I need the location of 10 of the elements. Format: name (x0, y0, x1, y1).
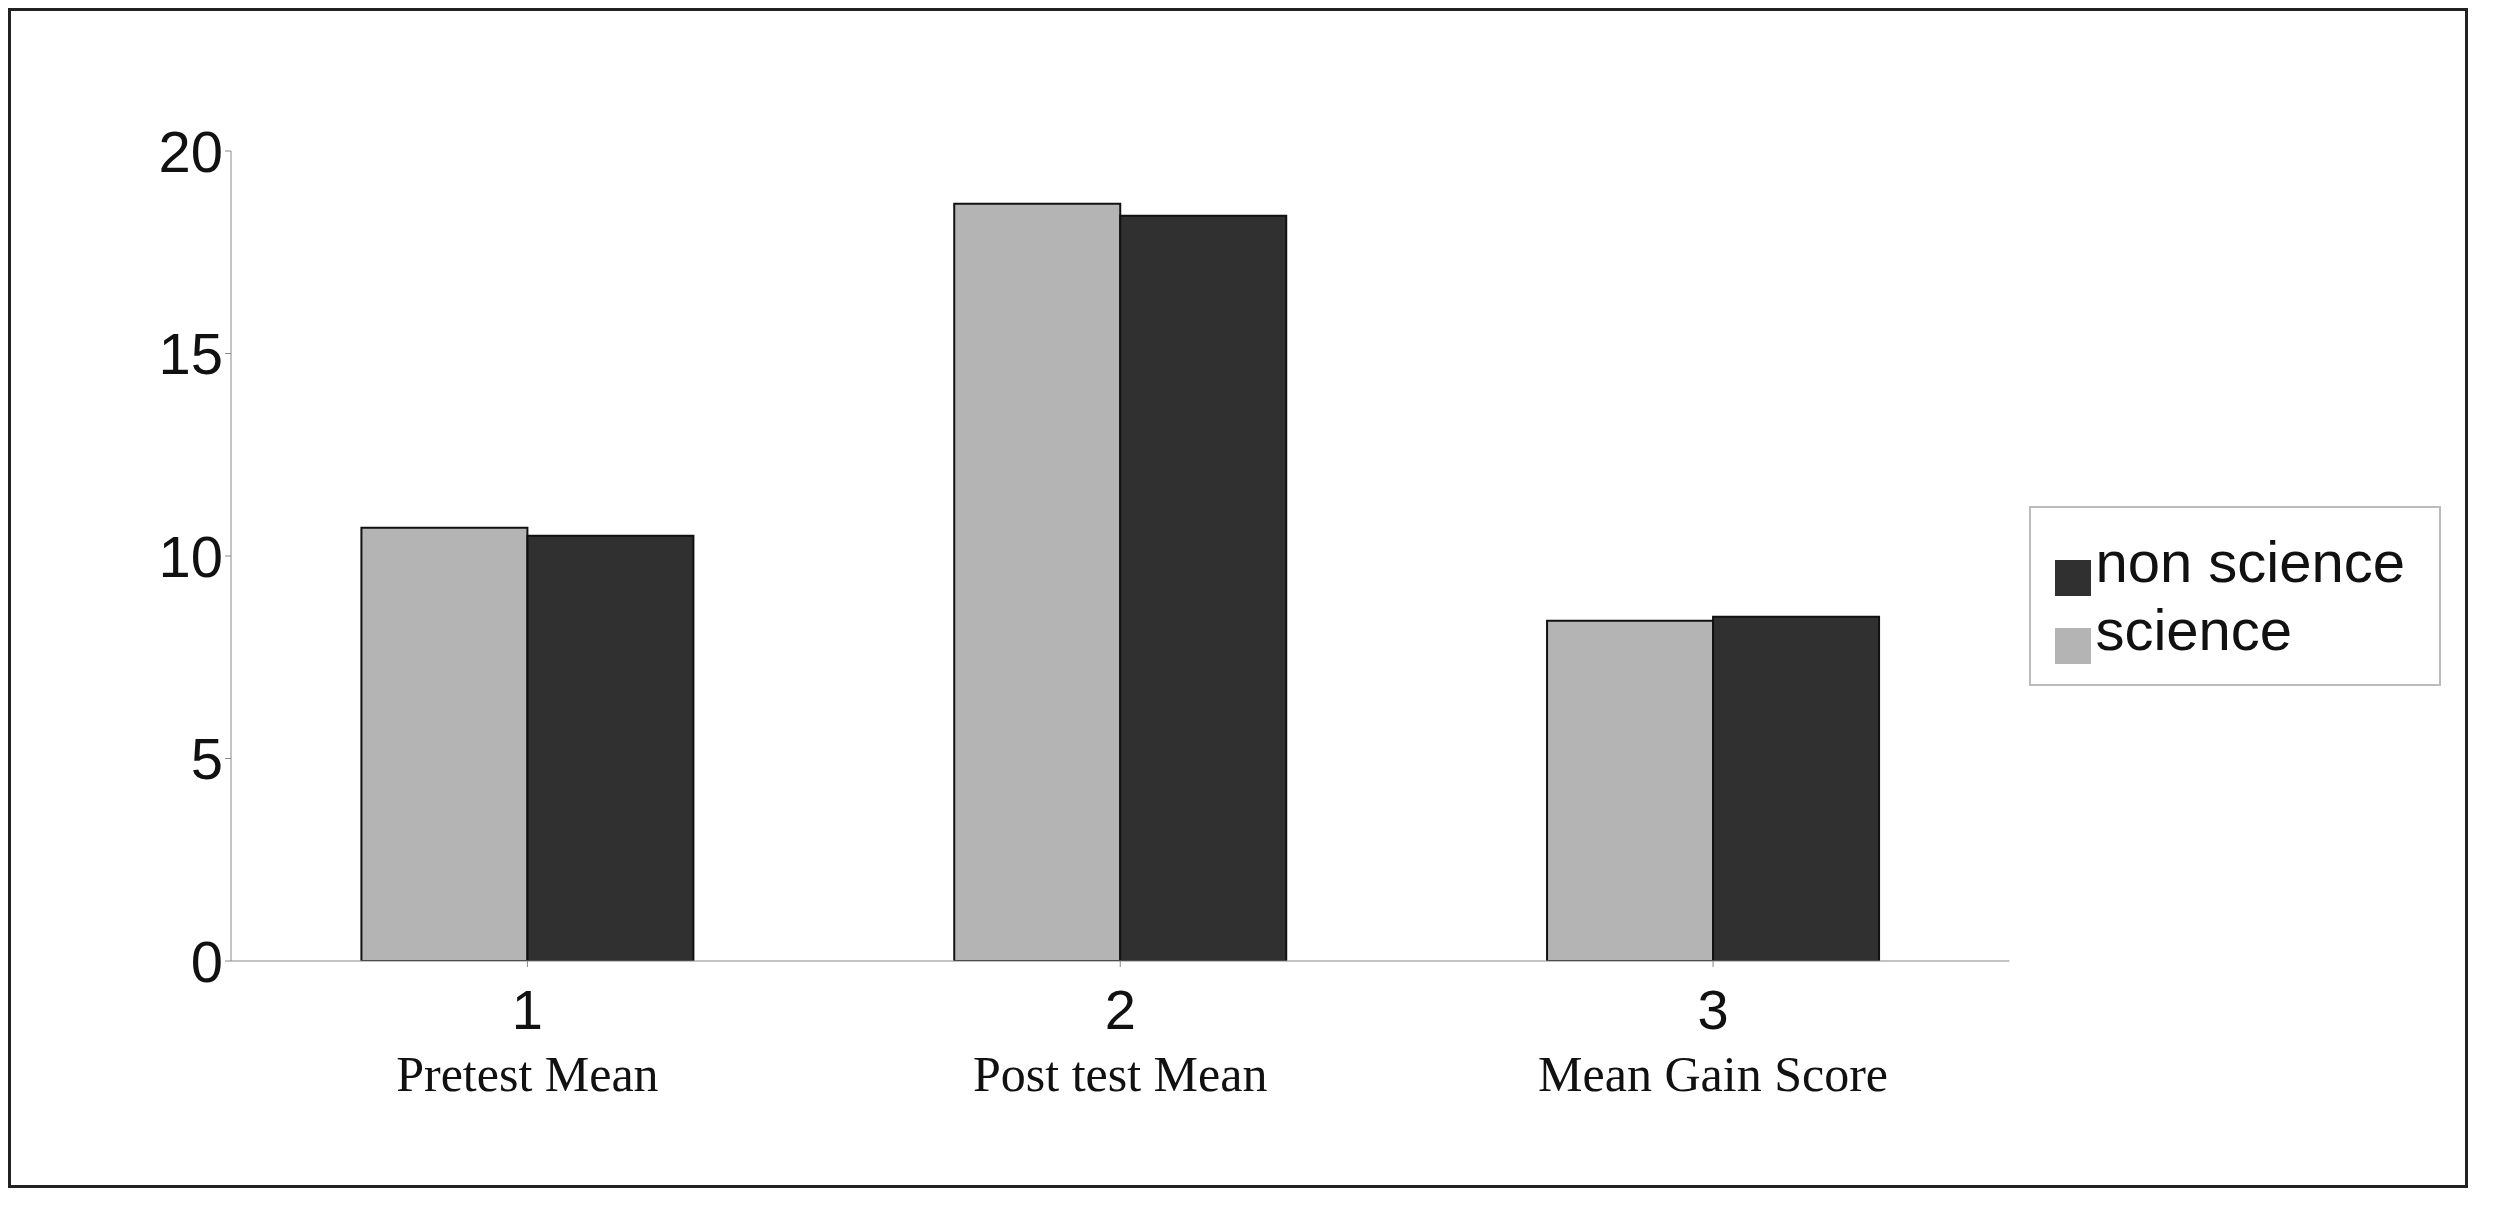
y-tick-label: 15 (158, 321, 223, 387)
y-tick-label: 20 (158, 118, 223, 184)
y-tick-label: 10 (158, 523, 223, 589)
x-tick-label: 3 Mean Gain Score (1538, 978, 1888, 1102)
legend-label: science (2095, 597, 2293, 662)
y-tick-label: 0 (190, 928, 223, 994)
legend-label: non science (2095, 528, 2405, 594)
y-tick-label: 5 (190, 726, 223, 792)
x-tick-label: 1 Pretest Mean (396, 978, 659, 1102)
x-tick-label: 2 Post test Mean (973, 978, 1268, 1102)
